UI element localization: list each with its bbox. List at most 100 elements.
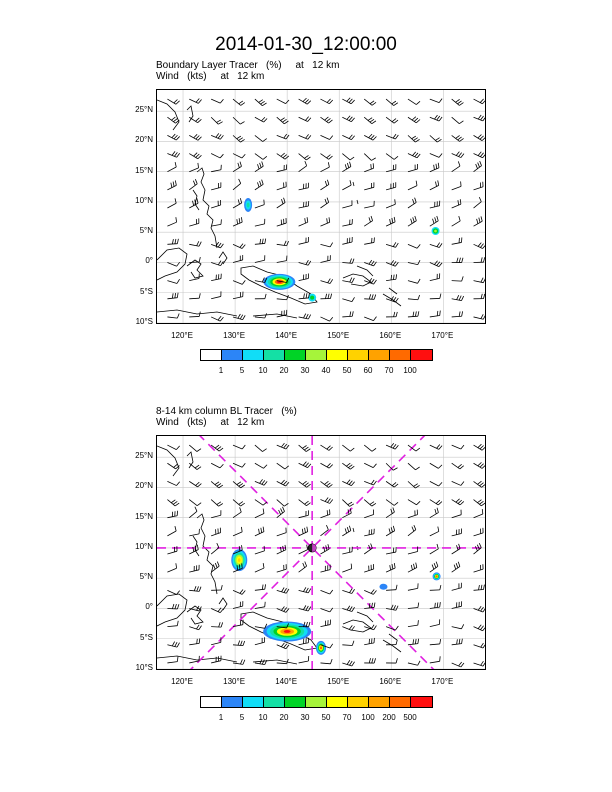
barb-feather xyxy=(175,136,180,141)
colorbar-swatch xyxy=(243,697,264,707)
tracer-blob-png-east xyxy=(316,640,326,655)
panel1-colorbar xyxy=(200,349,433,361)
barb-feather xyxy=(370,479,375,485)
barb-shaft xyxy=(189,222,199,227)
coastline xyxy=(240,265,318,305)
colorbar-swatch xyxy=(222,350,243,360)
barb-feather xyxy=(283,588,287,593)
wind-barb xyxy=(276,642,290,650)
barb-feather xyxy=(283,240,287,246)
barb-feather xyxy=(350,465,355,470)
colorbar-label: 100 xyxy=(403,366,417,375)
barb-feather xyxy=(329,279,334,284)
barb-feather xyxy=(282,506,285,512)
barb-feather xyxy=(392,296,397,302)
barb-shaft xyxy=(298,531,308,537)
barb-feather xyxy=(351,135,355,140)
wind-barb xyxy=(167,499,180,507)
barb-shaft xyxy=(211,514,221,519)
wind-barb xyxy=(254,255,266,263)
wind-barb xyxy=(407,602,420,609)
barb-feather xyxy=(349,180,352,186)
barb-shaft xyxy=(429,205,440,209)
barb-feather xyxy=(349,588,353,593)
coastline xyxy=(382,293,402,307)
wind-barb xyxy=(364,564,375,573)
barb-feather xyxy=(411,526,415,532)
barb-feather xyxy=(304,218,306,224)
barb-feather xyxy=(259,659,263,664)
coastline xyxy=(157,99,180,131)
barb-feather xyxy=(415,466,420,471)
wind-barb xyxy=(254,135,267,142)
wind-barb xyxy=(210,133,224,140)
barb-shaft xyxy=(167,166,177,173)
lon-label: 140°E xyxy=(275,331,298,340)
panel2-title-line2: Wind (kts) at 12 km xyxy=(156,417,265,428)
barb-shaft xyxy=(232,116,241,125)
barb-feather xyxy=(280,546,282,552)
tracer-blob-png xyxy=(263,273,296,290)
barb-feather xyxy=(176,153,181,158)
barb-feather xyxy=(195,153,200,158)
wind-barb xyxy=(254,179,264,191)
wind-barb xyxy=(254,601,266,609)
barb-shaft xyxy=(320,481,329,488)
barb-shaft xyxy=(429,116,440,122)
panel2-map-svg xyxy=(157,436,485,669)
wind-barb xyxy=(385,216,396,227)
barb-feather xyxy=(305,605,309,611)
wind-barb xyxy=(320,255,331,263)
barb-shaft xyxy=(232,568,243,573)
barb-feather xyxy=(482,245,485,249)
barb-shaft xyxy=(342,153,351,161)
lat-label: 15°N xyxy=(135,511,153,521)
barb-shaft xyxy=(364,481,374,486)
wind-barb xyxy=(276,606,290,613)
barb-shaft xyxy=(407,135,416,143)
colorbar-label: 500 xyxy=(403,713,417,722)
barb-feather xyxy=(282,154,287,159)
wind-barb xyxy=(211,260,224,266)
barb-feather xyxy=(304,155,309,159)
barb-feather xyxy=(458,311,461,317)
colorbar-swatch xyxy=(201,350,222,360)
barb-shaft xyxy=(232,98,241,106)
barb-feather xyxy=(479,463,484,468)
barb-shaft xyxy=(210,116,219,125)
barb-feather xyxy=(480,293,483,299)
barb-shaft xyxy=(363,116,373,125)
wind-barb xyxy=(320,481,333,488)
barb-feather xyxy=(415,119,421,124)
barb-feather xyxy=(324,198,328,204)
tracer-blob-palau xyxy=(244,197,253,212)
barb-feather xyxy=(280,152,285,157)
barb-feather xyxy=(395,134,399,140)
barb-feather xyxy=(172,501,178,505)
wind-barb xyxy=(320,98,334,105)
wind-barb xyxy=(167,313,180,319)
barb-shaft xyxy=(232,511,242,519)
wind-barb xyxy=(232,280,246,285)
barb-feather xyxy=(194,506,198,512)
barb-feather xyxy=(390,274,393,280)
barb-shaft xyxy=(451,444,462,450)
wind-barb xyxy=(211,199,222,209)
barb-feather xyxy=(329,242,333,248)
coastline xyxy=(157,445,180,477)
barb-feather xyxy=(457,161,461,167)
barb-feather xyxy=(373,590,377,595)
barb-feather xyxy=(458,638,461,644)
barb-feather xyxy=(461,257,464,263)
barb-shaft xyxy=(473,165,482,173)
barb-feather xyxy=(198,311,201,317)
barb-shaft xyxy=(211,296,221,300)
colorbar-label: 50 xyxy=(321,713,331,722)
barb-feather xyxy=(461,276,464,282)
barb-shaft xyxy=(342,135,352,140)
barb-feather xyxy=(346,115,351,120)
wind-barb xyxy=(451,98,464,106)
wind-barb xyxy=(298,544,308,555)
wind-barb xyxy=(298,561,307,573)
barb-shaft xyxy=(320,202,329,209)
